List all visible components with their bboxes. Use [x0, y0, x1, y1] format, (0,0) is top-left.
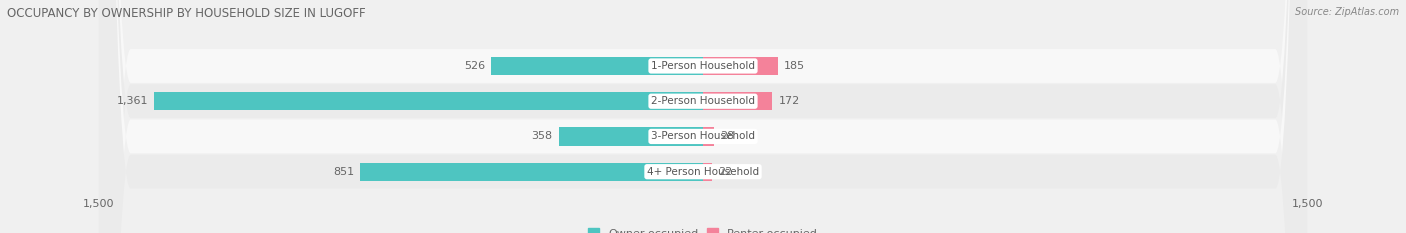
- Bar: [703, 57, 778, 75]
- FancyBboxPatch shape: [98, 0, 1308, 233]
- Text: 1-Person Household: 1-Person Household: [651, 61, 755, 71]
- Bar: [703, 127, 714, 146]
- Bar: [360, 163, 703, 181]
- Text: 28: 28: [720, 131, 734, 141]
- Text: 1,361: 1,361: [117, 96, 149, 106]
- Bar: [703, 92, 772, 110]
- Text: 3-Person Household: 3-Person Household: [651, 131, 755, 141]
- Text: 172: 172: [779, 96, 800, 106]
- Text: 526: 526: [464, 61, 485, 71]
- Bar: [703, 163, 711, 181]
- Text: 4+ Person Household: 4+ Person Household: [647, 167, 759, 177]
- Text: 851: 851: [333, 167, 354, 177]
- Bar: [155, 92, 703, 110]
- FancyBboxPatch shape: [98, 0, 1308, 233]
- Text: Source: ZipAtlas.com: Source: ZipAtlas.com: [1295, 7, 1399, 17]
- FancyBboxPatch shape: [98, 0, 1308, 233]
- FancyBboxPatch shape: [98, 0, 1308, 233]
- Bar: [558, 127, 703, 146]
- Text: 2-Person Household: 2-Person Household: [651, 96, 755, 106]
- Text: OCCUPANCY BY OWNERSHIP BY HOUSEHOLD SIZE IN LUGOFF: OCCUPANCY BY OWNERSHIP BY HOUSEHOLD SIZE…: [7, 7, 366, 20]
- Text: 22: 22: [718, 167, 733, 177]
- Legend: Owner-occupied, Renter-occupied: Owner-occupied, Renter-occupied: [588, 228, 818, 233]
- Text: 185: 185: [783, 61, 804, 71]
- Bar: [491, 57, 703, 75]
- Text: 358: 358: [531, 131, 553, 141]
